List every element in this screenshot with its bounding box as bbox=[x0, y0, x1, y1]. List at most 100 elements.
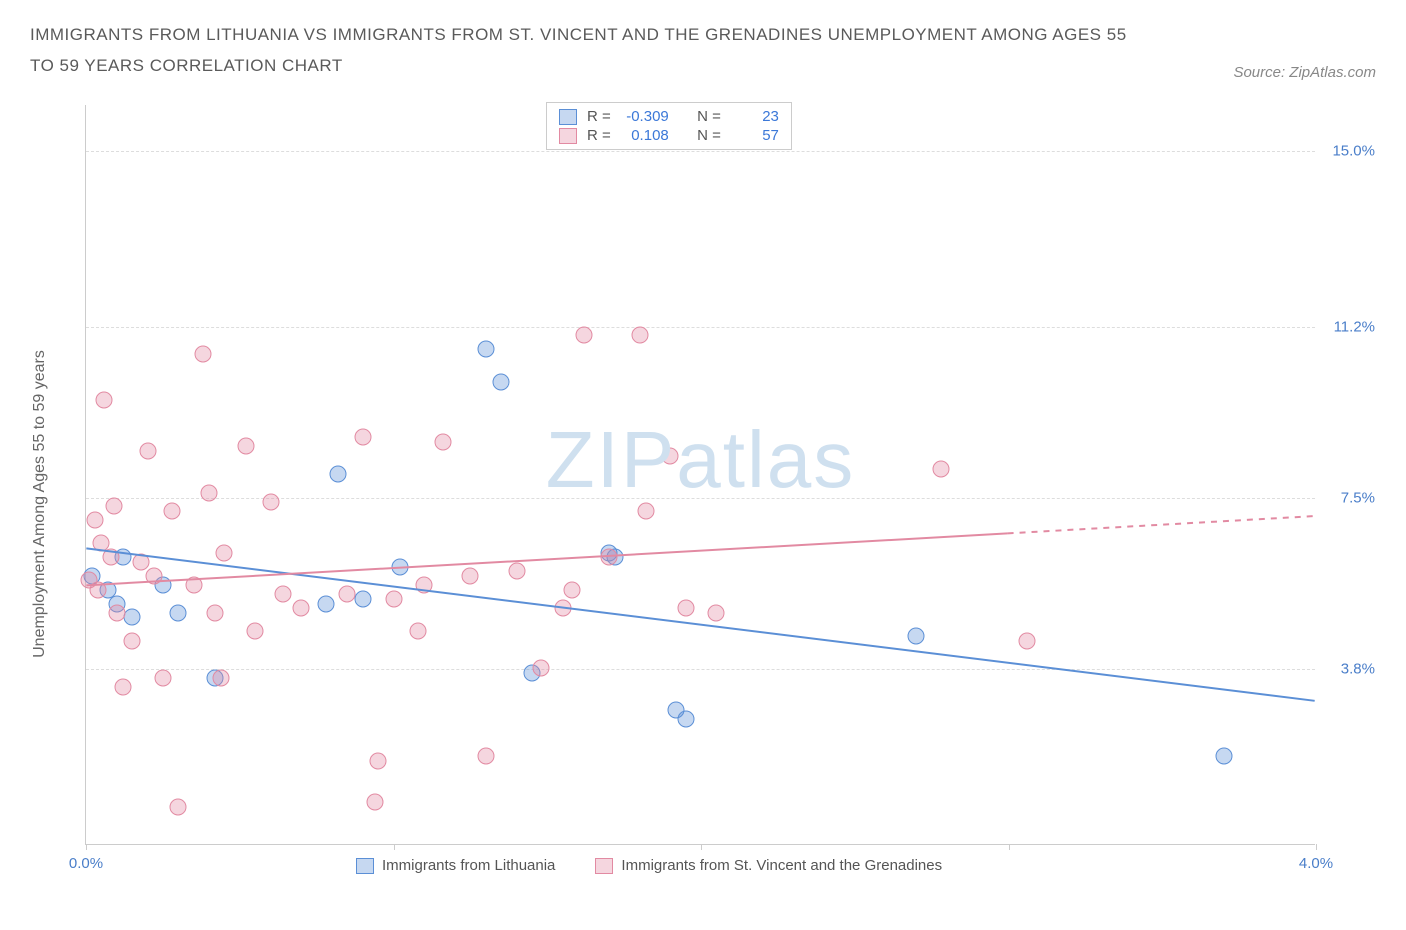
legend-row: R = -0.309 N = 23 bbox=[559, 107, 779, 126]
scatter-point bbox=[247, 623, 264, 640]
scatter-point bbox=[354, 590, 371, 607]
scatter-point bbox=[207, 604, 224, 621]
scatter-point bbox=[410, 623, 427, 640]
scatter-point bbox=[493, 373, 510, 390]
scatter-point bbox=[164, 503, 181, 520]
scatter-point bbox=[170, 799, 187, 816]
legend-label: Immigrants from Lithuania bbox=[382, 857, 555, 874]
n-value: 57 bbox=[731, 127, 779, 144]
y-tick-label: 15.0% bbox=[1320, 143, 1375, 160]
x-tick-label: 0.0% bbox=[69, 855, 103, 872]
r-value: 0.108 bbox=[621, 127, 669, 144]
scatter-point bbox=[293, 600, 310, 617]
source-label: Source: ZipAtlas.com bbox=[1233, 64, 1376, 81]
legend-swatch bbox=[595, 858, 613, 874]
chart-title: IMMIGRANTS FROM LITHUANIA VS IMMIGRANTS … bbox=[30, 20, 1130, 81]
series-legend: Immigrants from Lithuania Immigrants from… bbox=[356, 857, 942, 874]
scatter-point bbox=[102, 549, 119, 566]
r-label: R = bbox=[587, 108, 611, 125]
scatter-point bbox=[477, 748, 494, 765]
scatter-point bbox=[908, 627, 925, 644]
scatter-point bbox=[576, 327, 593, 344]
scatter-point bbox=[708, 604, 725, 621]
scatter-point bbox=[677, 711, 694, 728]
scatter-point bbox=[216, 544, 233, 561]
scatter-point bbox=[105, 498, 122, 515]
scatter-point bbox=[391, 558, 408, 575]
x-tick bbox=[1009, 844, 1010, 850]
scatter-point bbox=[563, 581, 580, 598]
y-axis-label: Unemployment Among Ages 55 to 59 years bbox=[31, 350, 49, 658]
scatter-point bbox=[145, 567, 162, 584]
scatter-point bbox=[262, 493, 279, 510]
r-value: -0.309 bbox=[621, 108, 669, 125]
scatter-point bbox=[96, 392, 113, 409]
legend-swatch bbox=[559, 109, 577, 125]
n-value: 23 bbox=[731, 108, 779, 125]
scatter-point bbox=[133, 553, 150, 570]
scatter-point bbox=[154, 669, 171, 686]
scatter-point bbox=[330, 466, 347, 483]
watermark: ZIPatlas bbox=[546, 414, 855, 506]
scatter-point bbox=[213, 669, 230, 686]
chart-container: Unemployment Among Ages 55 to 59 years Z… bbox=[55, 95, 1385, 895]
x-tick bbox=[701, 844, 702, 850]
scatter-point bbox=[1018, 632, 1035, 649]
scatter-point bbox=[317, 595, 334, 612]
legend-label: Immigrants from St. Vincent and the Gren… bbox=[621, 857, 942, 874]
scatter-point bbox=[354, 429, 371, 446]
scatter-point bbox=[462, 567, 479, 584]
scatter-point bbox=[677, 600, 694, 617]
trend-lines bbox=[86, 105, 1315, 844]
scatter-point bbox=[124, 632, 141, 649]
x-tick bbox=[86, 844, 87, 850]
legend-row: R = 0.108 N = 57 bbox=[559, 126, 779, 145]
legend-item: Immigrants from St. Vincent and the Gren… bbox=[595, 857, 942, 874]
scatter-point bbox=[637, 503, 654, 520]
x-tick-label: 4.0% bbox=[1299, 855, 1333, 872]
scatter-point bbox=[124, 609, 141, 626]
scatter-point bbox=[114, 678, 131, 695]
scatter-point bbox=[194, 345, 211, 362]
grid-line bbox=[86, 327, 1315, 328]
grid-line bbox=[86, 151, 1315, 152]
scatter-point bbox=[367, 794, 384, 811]
scatter-point bbox=[554, 600, 571, 617]
scatter-point bbox=[339, 586, 356, 603]
n-label: N = bbox=[697, 108, 721, 125]
scatter-point bbox=[185, 577, 202, 594]
scatter-point bbox=[87, 512, 104, 529]
y-tick-label: 3.8% bbox=[1320, 661, 1375, 678]
scatter-point bbox=[508, 563, 525, 580]
legend-item: Immigrants from Lithuania bbox=[356, 857, 555, 874]
r-label: R = bbox=[587, 127, 611, 144]
legend-swatch bbox=[356, 858, 374, 874]
scatter-point bbox=[108, 604, 125, 621]
scatter-point bbox=[631, 327, 648, 344]
legend-swatch bbox=[559, 128, 577, 144]
scatter-point bbox=[416, 577, 433, 594]
y-tick-label: 11.2% bbox=[1320, 319, 1375, 336]
scatter-point bbox=[170, 604, 187, 621]
watermark-atlas: atlas bbox=[676, 415, 855, 504]
x-tick bbox=[394, 844, 395, 850]
y-tick-label: 7.5% bbox=[1320, 490, 1375, 507]
n-label: N = bbox=[697, 127, 721, 144]
scatter-point bbox=[274, 586, 291, 603]
scatter-point bbox=[385, 590, 402, 607]
x-tick bbox=[1316, 844, 1317, 850]
scatter-point bbox=[932, 461, 949, 478]
plot-area: ZIPatlas R =-0.309 N =23R =0.108 N =57 I… bbox=[85, 105, 1315, 845]
scatter-point bbox=[370, 752, 387, 769]
scatter-point bbox=[434, 433, 451, 450]
scatter-point bbox=[477, 341, 494, 358]
scatter-point bbox=[600, 549, 617, 566]
grid-line bbox=[86, 669, 1315, 670]
scatter-point bbox=[533, 660, 550, 677]
scatter-point bbox=[237, 438, 254, 455]
scatter-point bbox=[201, 484, 218, 501]
scatter-point bbox=[90, 581, 107, 598]
watermark-zip: ZIP bbox=[546, 415, 676, 504]
correlation-legend: R = -0.309 N = 23 R = 0.108 N = 57 bbox=[546, 102, 792, 150]
scatter-point bbox=[662, 447, 679, 464]
